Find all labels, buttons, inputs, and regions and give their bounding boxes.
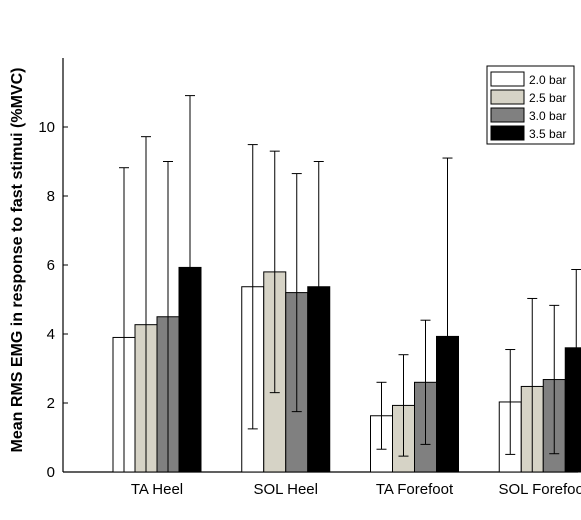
y-tick-label: 2 bbox=[47, 395, 55, 412]
x-tick-label: SOL Heel bbox=[254, 481, 318, 498]
plot-area: 0 2 4 6 8 10 TA Heel SOL Heel TA Forefoot SOL For… bbox=[38, 58, 581, 498]
legend-label: 3.5 bar bbox=[529, 127, 566, 141]
bar-3.5-bar-SOL-Forefoot bbox=[564, 347, 581, 473]
y-tick-label: 4 bbox=[47, 326, 55, 343]
y-tick-label: 0 bbox=[47, 464, 55, 481]
legend-swatch bbox=[490, 71, 525, 87]
y-tick-label: 10 bbox=[38, 119, 55, 136]
y-axis-label: Mean RMS EMG in response to fast stimui … bbox=[9, 68, 26, 453]
y-tick-label: 6 bbox=[47, 257, 55, 274]
legend-label: 2.5 bar bbox=[529, 91, 566, 105]
legend-label: 2.0 bar bbox=[529, 73, 566, 87]
x-tick-label: TA Forefoot bbox=[376, 481, 454, 498]
legend-swatch bbox=[490, 125, 525, 141]
legend-label: 3.0 bar bbox=[529, 109, 566, 123]
x-tick-label: SOL Forefoot bbox=[499, 481, 581, 498]
legend: 2.0 bar 2.5 bar 3.0 bar 3.5 bar bbox=[486, 65, 575, 145]
y-tick-label: 8 bbox=[47, 188, 55, 205]
legend-swatch bbox=[490, 89, 525, 105]
legend-swatch bbox=[490, 107, 525, 123]
x-tick-label: TA Heel bbox=[131, 481, 183, 498]
